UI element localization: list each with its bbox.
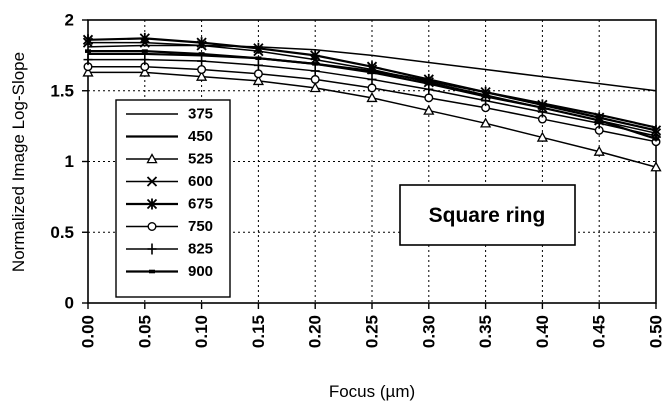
marker-circle [367, 83, 377, 93]
marker-plus [367, 73, 377, 85]
marker-asterisk [82, 34, 94, 46]
marker-triangle [195, 70, 208, 81]
marker-dash [141, 49, 148, 53]
marker-dash [369, 70, 375, 75]
y-tick-label: 0.5 [50, 223, 74, 242]
marker-circle [310, 74, 320, 84]
marker-dash [539, 105, 546, 110]
x-tick-label: 0.30 [419, 315, 438, 348]
legend-label: 375 [188, 106, 213, 123]
legend-items: 375 450 525 600 675 750 825 900 [126, 106, 213, 280]
y-tick-label: 1 [65, 152, 74, 171]
x-axis-title: Focus (µm) [329, 382, 415, 401]
series-525 [82, 66, 662, 172]
marker-triangle [423, 104, 435, 115]
legend-label: 750 [188, 218, 213, 235]
marker-plus [253, 59, 263, 71]
x-tick-label: 0.20 [306, 315, 325, 348]
marker-dash [425, 81, 432, 86]
legend-box [115, 99, 231, 298]
marker-asterisk [196, 37, 207, 49]
x-tick-label: 0.45 [590, 315, 609, 348]
annotation-text: Square ring [429, 204, 546, 227]
marker-x [146, 176, 158, 187]
marker-plus [424, 83, 434, 95]
series-group [82, 32, 662, 172]
marker-circle [147, 221, 157, 231]
marker-plus [83, 54, 93, 66]
y-tick-label: 0 [65, 294, 74, 313]
marker-plus [310, 65, 320, 77]
legend-label: 450 [188, 128, 213, 145]
series-900 [85, 49, 659, 141]
marker-triangle [139, 66, 151, 77]
x-tick-label: 0.15 [249, 315, 268, 348]
marker-triangle [536, 131, 549, 142]
marker-triangle [82, 66, 94, 77]
marker-dash [149, 269, 155, 274]
legend-item-450: 450 [126, 128, 213, 145]
series-375 [87, 44, 657, 92]
legend-label: 900 [188, 263, 213, 280]
legend-item-750: 750 [126, 218, 213, 235]
y-tick-label: 1.5 [50, 81, 74, 100]
marker-dash [653, 137, 659, 141]
x-tick-label: 0.10 [192, 315, 211, 348]
annotation-box: Square ring [399, 184, 576, 246]
marker-plus [147, 243, 157, 255]
marker-triangle [309, 82, 321, 93]
series-line [87, 44, 657, 92]
marker-triangle [366, 91, 378, 103]
legend-label: 675 [188, 196, 213, 213]
x-ticks: 0.00 0.05 0.10 0.15 0.20 0.25 0.30 0.35 0.40 0.45… [79, 303, 666, 348]
x-tick-label: 0.00 [79, 315, 98, 348]
marker-dash [198, 52, 205, 56]
marker-dash [312, 62, 319, 66]
marker-dash [85, 49, 91, 53]
marker-plus [140, 54, 150, 66]
marker-dash [596, 118, 603, 123]
marker-asterisk [310, 49, 321, 61]
annotation-frame [399, 184, 576, 246]
marker-dash [482, 94, 489, 99]
legend-item-375: 375 [126, 106, 213, 123]
y-tick-label: 2 [65, 11, 74, 30]
legend-label: 525 [188, 151, 213, 168]
x-tick-label: 0.50 [647, 315, 666, 348]
y-axis-title: Normalized Image Log-Slope [9, 52, 28, 272]
legend-item-525: 525 [126, 151, 213, 168]
marker-circle [197, 65, 207, 75]
legend-label: 600 [188, 173, 213, 190]
legend-item-825: 825 [126, 241, 213, 258]
x-tick-label: 0.05 [135, 315, 154, 348]
marker-asterisk [253, 42, 264, 54]
legend-label: 825 [188, 241, 213, 258]
marker-circle [424, 93, 434, 103]
marker-triangle [593, 145, 605, 156]
legend-item-675: 675 [126, 196, 213, 213]
legend-item-900: 900 [126, 263, 213, 280]
marker-asterisk [366, 61, 378, 73]
legend: 375 450 525 600 675 750 825 900 [115, 99, 231, 298]
series-750 [83, 62, 661, 147]
x-tick-label: 0.25 [363, 315, 382, 348]
marker-asterisk [146, 198, 158, 210]
y-ticks: 0 0.5 1 1.5 2 [50, 11, 88, 313]
marker-asterisk [139, 32, 150, 44]
x-tick-label: 0.35 [476, 315, 495, 348]
marker-triangle [479, 117, 492, 128]
marker-triangle [146, 153, 158, 164]
marker-triangle [252, 75, 265, 86]
marker-triangle [650, 161, 662, 172]
x-tick-label: 0.40 [533, 315, 552, 348]
marker-dash [255, 56, 262, 61]
marker-circle [253, 69, 263, 79]
marker-plus [197, 55, 207, 67]
legend-item-600: 600 [126, 173, 213, 190]
